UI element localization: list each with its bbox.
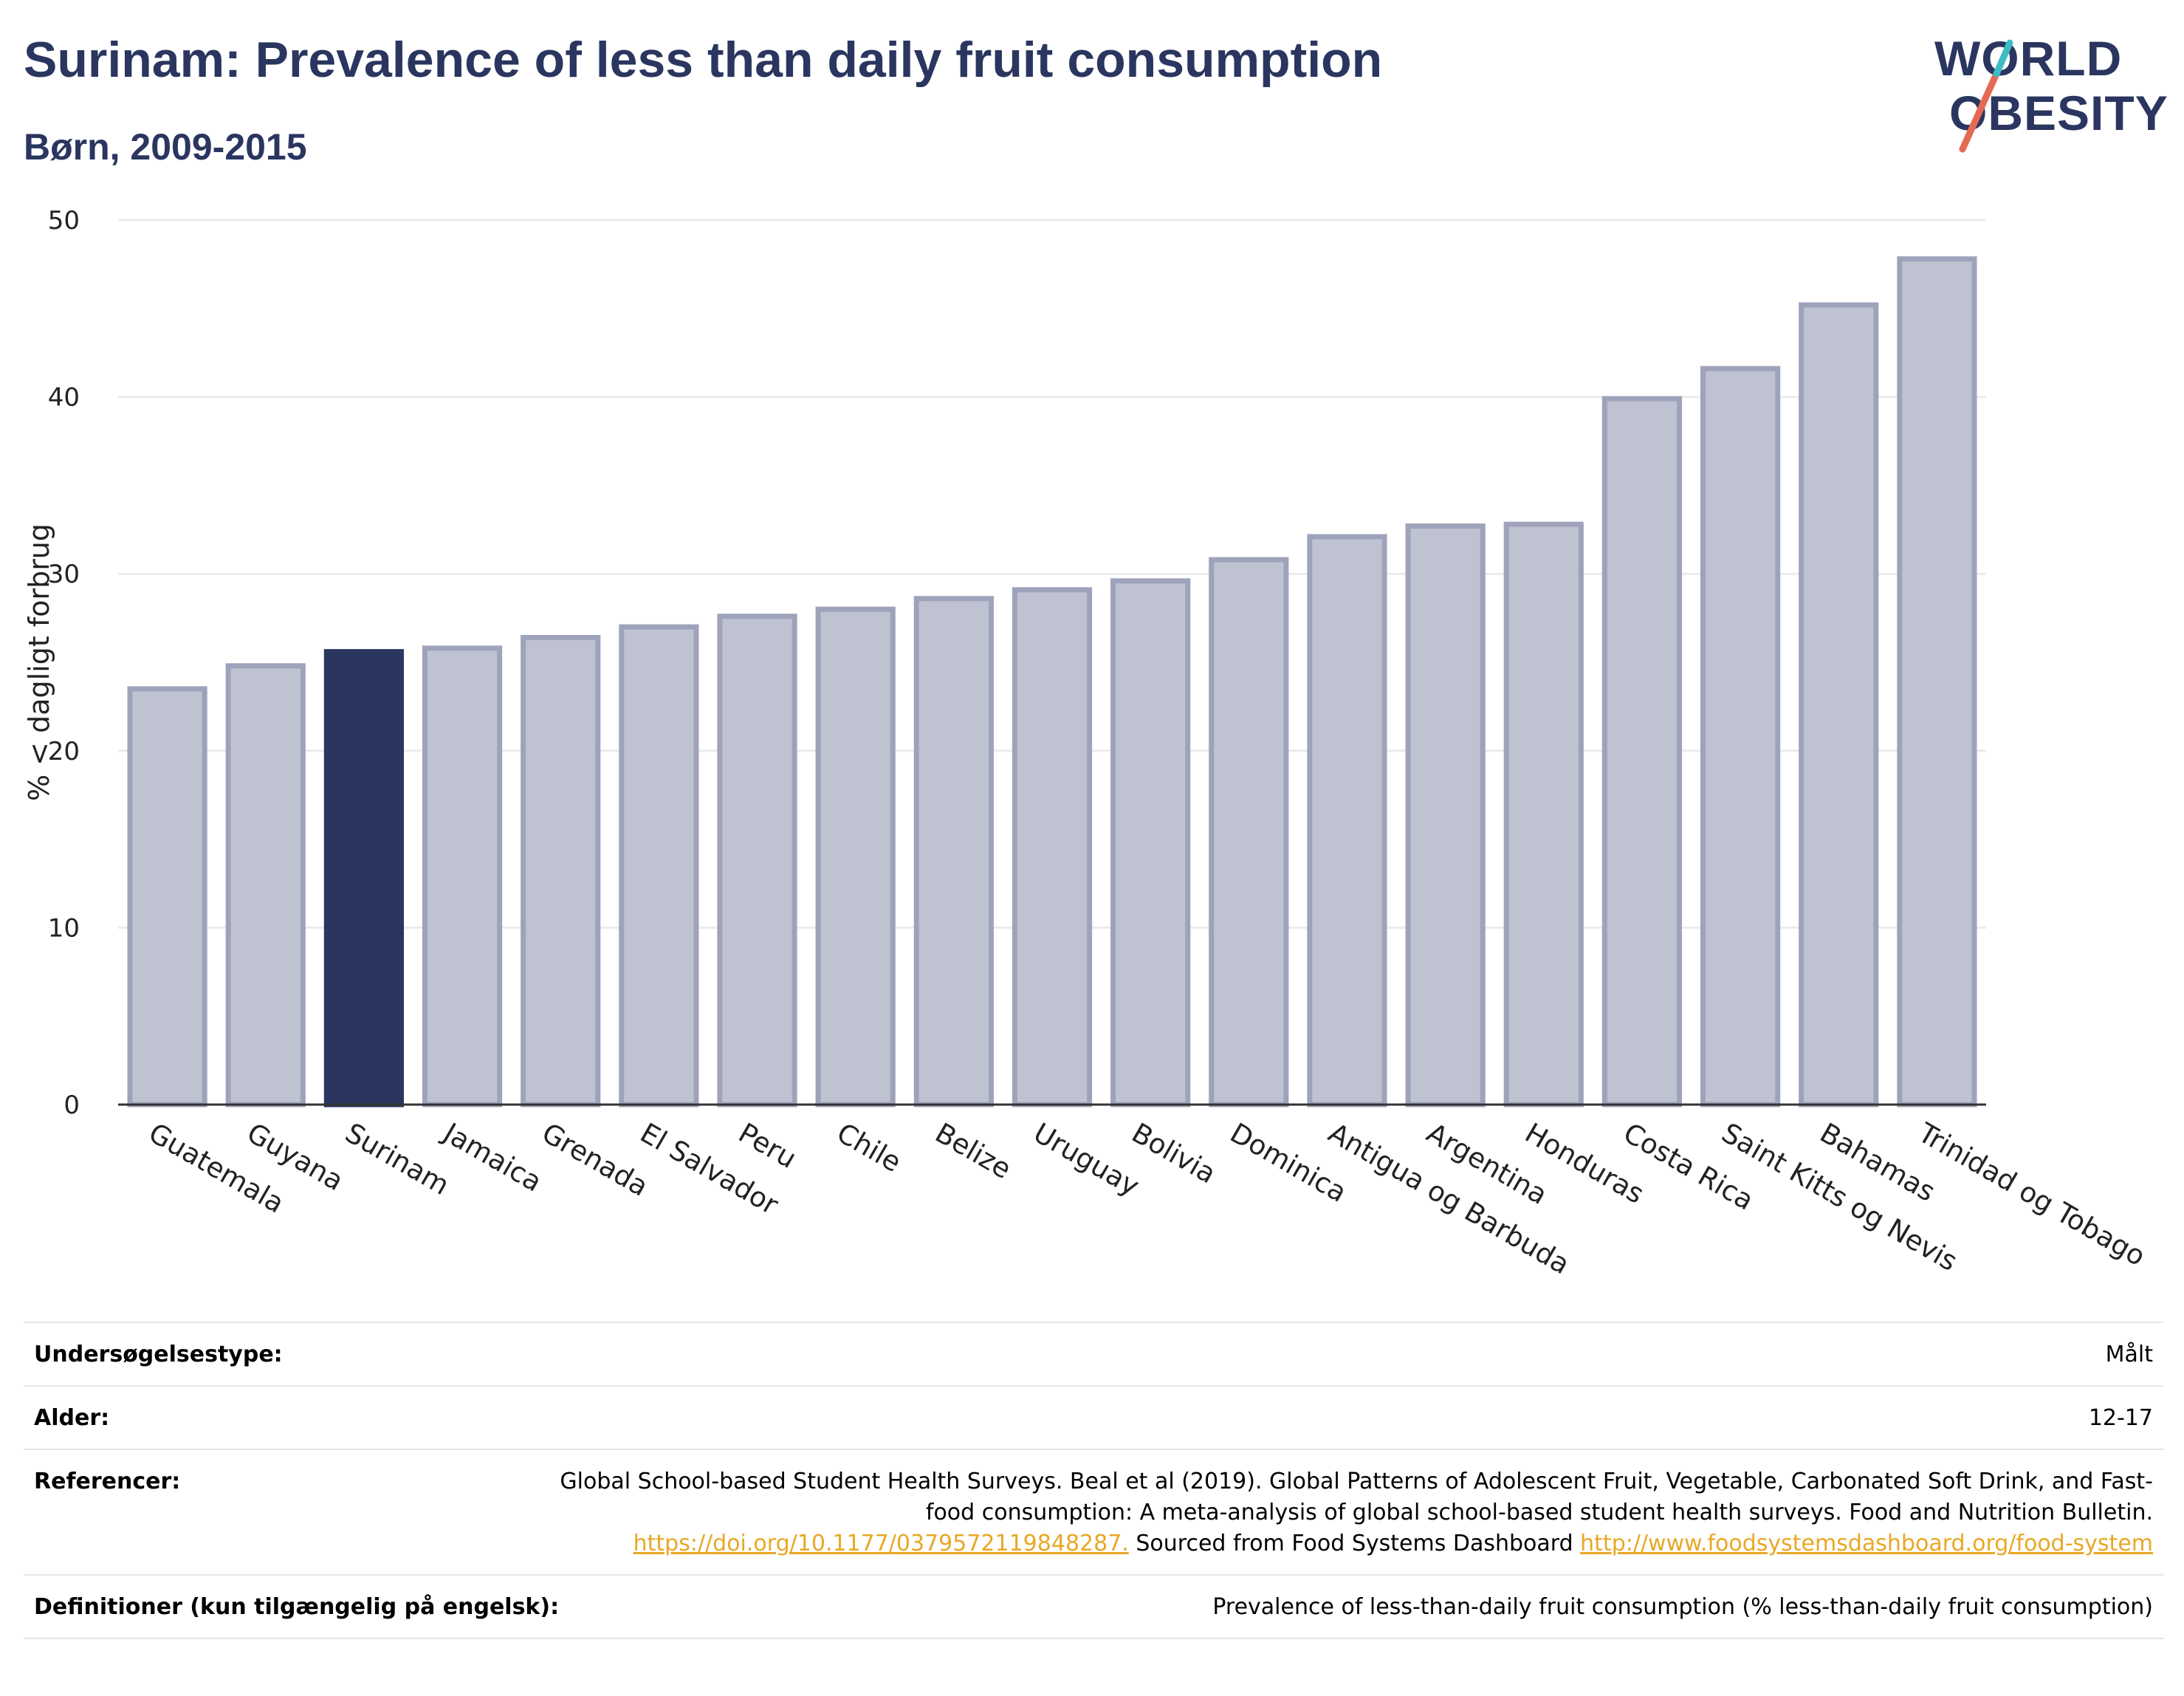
chart-subtitle: Børn, 2009-2015	[24, 126, 307, 168]
x-tick-label: Belize	[930, 1117, 1017, 1186]
info-value-definitions: Prevalence of less-than-daily fruit cons…	[1212, 1594, 2153, 1620]
info-value-age: 12-17	[2088, 1405, 2153, 1431]
bar-surinam[interactable]	[323, 649, 404, 1108]
world-obesity-logo[interactable]: WORLD OBESITY	[1920, 22, 2171, 162]
reference-text: Global School-based Student Health Surve…	[560, 1469, 2153, 1525]
bar-guyana[interactable]	[225, 663, 306, 1108]
bars	[127, 256, 1977, 1108]
info-row-survey-type: Undersøgelsestype: Målt	[24, 1322, 2163, 1385]
food-systems-dashboard-link[interactable]: http://www.foodsystemsdashboard.org/food…	[1580, 1531, 2153, 1556]
bar-jamaica[interactable]	[422, 645, 503, 1108]
y-tick-label: 50	[48, 206, 80, 236]
y-tick-label: 30	[48, 560, 80, 589]
info-label-survey-type: Undersøgelsestype:	[34, 1342, 283, 1367]
bar-uruguay[interactable]	[1012, 587, 1093, 1108]
y-tick-label: 40	[48, 383, 80, 413]
bar-chart: 0 10 20 30 40 50 GuatemalaGuyanaSurinamJamaic…	[23, 206, 2151, 1281]
y-tick-label: 0	[63, 1091, 80, 1120]
bar-argentina[interactable]	[1405, 523, 1486, 1108]
info-label-definitions: Definitioner (kun tilgængelig på engelsk…	[34, 1594, 560, 1620]
y-axis-label: % < dagligt forbrug	[23, 523, 55, 801]
info-table: Undersøgelsestype: Målt Alder: 12-17 Ref…	[24, 1322, 2163, 1639]
chart-title: Surinam: Prevalence of less than daily f…	[24, 32, 1383, 88]
reference-source-text: Sourced from Food Systems Dashboard	[1128, 1531, 1581, 1556]
bar-costa-rica[interactable]	[1601, 396, 1683, 1108]
bar-antigua-og-barbuda[interactable]	[1307, 534, 1387, 1108]
info-row-age: Alder: 12-17	[24, 1385, 2163, 1449]
info-row-definitions: Definitioner (kun tilgængelig på engelsk…	[24, 1574, 2163, 1639]
x-tick-label: Peru	[733, 1117, 802, 1175]
bar-bolivia[interactable]	[1110, 578, 1191, 1108]
info-label-references: Referencer:	[34, 1469, 181, 1494]
x-tick-label: Grenada	[537, 1117, 653, 1203]
bar-grenada[interactable]	[521, 634, 601, 1108]
logo-slash-red	[1959, 70, 2000, 153]
bar-chile[interactable]	[815, 606, 896, 1108]
info-value-references: Global School-based Student Health Surve…	[558, 1466, 2153, 1559]
bar-belize[interactable]	[913, 596, 994, 1108]
y-tick-labels: 0 10 20 30 40 50	[48, 206, 80, 1120]
info-row-references: Referencer: Global School-based Student …	[24, 1449, 2163, 1574]
bar-peru[interactable]	[717, 614, 797, 1108]
bar-bahamas[interactable]	[1799, 302, 1879, 1108]
doi-link[interactable]: https://doi.org/10.1177/0379572119848287…	[633, 1531, 1129, 1556]
info-value-survey-type: Målt	[2105, 1342, 2153, 1367]
logo-text-world: WORLD	[1934, 31, 2122, 86]
bar-honduras[interactable]	[1503, 521, 1584, 1108]
x-tick-label: Chile	[831, 1117, 907, 1179]
bar-saint-kitts-og-nevis[interactable]	[1700, 365, 1781, 1108]
info-label-age: Alder:	[34, 1405, 110, 1431]
y-tick-label: 10	[48, 913, 80, 943]
x-tick-label: Jamaica	[437, 1116, 547, 1198]
bar-dominica[interactable]	[1209, 557, 1289, 1108]
bar-guatemala[interactable]	[127, 686, 207, 1108]
bar-trinidad-og-tobago[interactable]	[1897, 256, 1977, 1108]
bar-el-salvador[interactable]	[619, 624, 699, 1108]
x-tick-label: Surinam	[340, 1117, 454, 1202]
y-tick-label: 20	[48, 737, 80, 766]
x-tick-label: Uruguay	[1029, 1117, 1145, 1203]
logo-slash-teal	[1993, 39, 2013, 78]
